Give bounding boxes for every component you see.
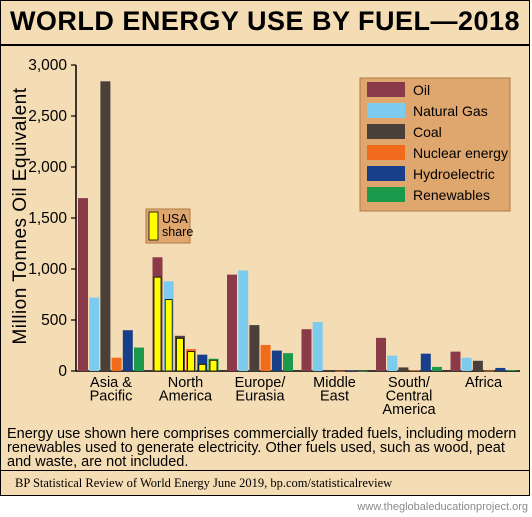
bar-usa-share <box>187 351 196 372</box>
bar-coal <box>323 369 334 371</box>
axes: 0 500 1,000 1,500 2,000 2,500 3,000 Million Ton… <box>10 57 520 380</box>
bar-natural-gas <box>312 322 323 371</box>
bar-nuclear-energy <box>409 370 420 372</box>
bar-hydroelectric <box>346 370 357 372</box>
bar-usa-share <box>153 276 162 372</box>
bar-coal <box>100 81 111 371</box>
category-label-line: Eurasia <box>235 389 285 405</box>
footnote: Energy use shown here comprises commerci… <box>7 426 517 470</box>
bar-renewables <box>283 353 293 371</box>
legend-label: Coal <box>413 124 442 140</box>
y-tick-label: 1,500 <box>28 210 67 227</box>
bar-nuclear-energy <box>260 344 271 371</box>
bar-hydroelectric <box>271 350 282 371</box>
usa-share-label: USA <box>162 212 188 226</box>
legend-swatch <box>367 145 405 160</box>
bar-usa-share <box>175 337 184 372</box>
bar-hydroelectric <box>197 354 208 371</box>
bar-usa-share <box>198 363 207 372</box>
legend-swatch <box>367 187 405 202</box>
bar-hydroelectric <box>420 353 431 371</box>
legend-label: Oil <box>413 82 430 98</box>
bar-nuclear-energy <box>111 357 122 371</box>
bar-renewables <box>357 370 368 372</box>
bar-hydroelectric <box>495 367 506 371</box>
bar-oil <box>78 198 88 371</box>
bar-oil <box>227 274 237 371</box>
category-label-line: Europe/ <box>235 375 287 391</box>
category-label-line: America <box>382 402 436 418</box>
category-label-line: Asia & <box>90 375 132 391</box>
bar-natural-gas <box>89 297 100 371</box>
bar-coal <box>249 325 260 371</box>
legend: Oil Natural Gas Coal Nuclear energy Hydroele… <box>359 77 511 212</box>
category-label: South/Central America <box>382 375 436 418</box>
footnote-divider <box>0 470 530 471</box>
legend-label: Natural Gas <box>413 103 488 119</box>
y-tick-label: 2,000 <box>28 159 67 176</box>
title-divider <box>0 44 530 46</box>
category-label: Africa <box>465 375 503 391</box>
bar-natural-gas <box>238 270 249 371</box>
bar-nuclear-energy <box>484 370 495 372</box>
category-label-line: Pacific <box>90 389 133 405</box>
category-label-line: America <box>159 389 213 405</box>
y-tick-label: 0 <box>58 363 67 380</box>
bar-natural-gas <box>461 357 472 371</box>
bar-nuclear-energy <box>335 370 346 372</box>
y-tick-label: 1,000 <box>28 261 67 278</box>
legend-swatch <box>367 124 405 139</box>
category-label-line: East <box>320 389 349 405</box>
y-tick-label: 3,000 <box>28 57 67 74</box>
bar-usa-share <box>209 359 218 372</box>
category-label-line: South/ <box>388 375 431 391</box>
chart-title: WORLD ENERGY USE BY FUEL—2018 <box>9 6 521 36</box>
legend-swatch <box>367 166 405 181</box>
category-label: Asia & Pacific <box>90 375 133 405</box>
bar-coal <box>472 360 483 371</box>
category-label: Europe/Eurasia <box>235 375 287 405</box>
bar-oil <box>450 351 461 371</box>
bar-oil <box>301 329 312 371</box>
watermark-url: www.theglobaleducationproject.org <box>357 501 528 513</box>
y-tick-label: 500 <box>41 312 67 329</box>
usa-share-label: share <box>162 225 193 239</box>
category-label-line: Africa <box>465 375 503 391</box>
bars <box>78 81 517 372</box>
category-label: Middle East <box>313 375 356 405</box>
bar-natural-gas <box>387 355 398 371</box>
legend-label: Hydroelectric <box>413 166 495 182</box>
legend-label: Nuclear energy <box>413 145 508 161</box>
bar-oil <box>376 337 386 371</box>
category-label-line: North <box>168 375 203 391</box>
usa-share-swatch <box>148 211 159 241</box>
bar-renewables <box>506 369 517 371</box>
bar-hydroelectric <box>122 330 133 371</box>
category-label-line: Middle <box>313 375 356 391</box>
bar-chart: 0 500 1,000 1,500 2,000 2,500 3,000 Million Ton… <box>10 57 520 418</box>
source-citation: BP Statistical Review of World Energy Ju… <box>15 476 393 490</box>
bar-coal <box>398 367 409 371</box>
category-label-line: Central <box>386 389 433 405</box>
legend-swatch <box>367 82 405 97</box>
y-tick-label: 2,500 <box>28 108 67 125</box>
legend-swatch <box>367 103 405 118</box>
bar-renewables <box>134 347 144 371</box>
y-axis-title: Million Tonnes Oil Equivalent <box>10 87 31 344</box>
legend-label: Renewables <box>413 187 490 203</box>
bar-renewables <box>432 366 442 371</box>
category-label: North America <box>159 375 213 405</box>
bar-usa-share <box>164 299 173 372</box>
